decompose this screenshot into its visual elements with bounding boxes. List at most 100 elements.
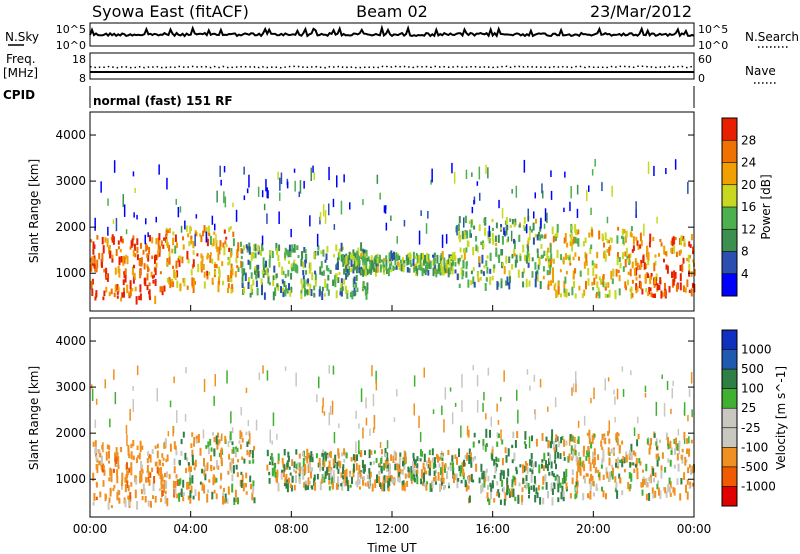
echo-cell	[509, 276, 511, 283]
echo-cell	[248, 246, 251, 255]
echo-cell	[329, 469, 332, 478]
velocity-colorbar-segment	[722, 349, 737, 370]
echo-cell	[156, 443, 159, 449]
echo-cell	[523, 226, 526, 231]
echo-cell	[154, 255, 156, 264]
echo-cell	[426, 252, 429, 262]
echo-cell	[271, 467, 274, 477]
echo-cell	[491, 480, 494, 489]
echo-cell	[371, 261, 374, 270]
echo-cell	[563, 280, 566, 289]
echo-cell	[440, 454, 443, 458]
echo-cell	[245, 431, 248, 436]
echo-cell	[324, 278, 327, 288]
echo-cell	[121, 292, 124, 298]
echo-cell	[211, 258, 214, 264]
echo-cell	[107, 502, 110, 510]
echo-cell	[593, 492, 595, 497]
echo-cell	[486, 492, 489, 499]
echo-cell	[290, 272, 293, 280]
echo-cell	[303, 247, 306, 253]
echo-cell	[235, 446, 238, 451]
echo-cell	[575, 229, 577, 235]
echo-cell	[541, 459, 544, 463]
echo-cell	[431, 457, 434, 463]
echo-cell	[245, 483, 247, 488]
echo-cell	[654, 293, 656, 298]
echo-cell	[351, 252, 354, 260]
echo-cell	[530, 474, 533, 483]
echo-cell	[512, 475, 515, 482]
echo-cell-sparse	[419, 432, 422, 442]
echo-cell	[527, 240, 530, 245]
echo-cell	[332, 458, 335, 466]
echo-cell	[592, 267, 595, 277]
echo-cell	[215, 493, 218, 500]
echo-cell	[179, 283, 182, 292]
echo-cell-sparse	[293, 168, 296, 173]
echo-cell	[310, 289, 313, 297]
echo-cell-sparse	[666, 380, 669, 390]
echo-cell	[621, 228, 624, 236]
echo-cell-sparse	[444, 387, 447, 400]
echo-cell	[555, 434, 558, 442]
echo-cell	[644, 273, 647, 278]
echo-cell-sparse	[393, 417, 396, 422]
echo-cell	[213, 231, 216, 235]
echo-cell	[616, 432, 619, 441]
echo-cell	[95, 496, 98, 501]
echo-cell	[275, 242, 278, 251]
echo-cell	[648, 492, 651, 501]
echo-cell	[358, 267, 361, 274]
echo-cell	[290, 485, 293, 492]
echo-cell	[179, 492, 182, 496]
echo-cell	[556, 476, 559, 485]
echo-cell	[194, 489, 197, 496]
echo-cell-sparse	[488, 225, 491, 237]
echo-cell	[244, 272, 247, 281]
echo-cell	[135, 296, 138, 305]
echo-cell	[529, 459, 532, 466]
echo-cell	[536, 234, 539, 241]
echo-cell	[191, 475, 194, 484]
echo-cell	[546, 464, 549, 472]
echo-cell	[601, 486, 603, 492]
echo-cell	[412, 476, 415, 480]
echo-cell	[498, 254, 501, 264]
echo-cell	[538, 231, 540, 238]
echo-cell	[622, 236, 625, 244]
echo-cell	[215, 460, 218, 469]
echo-cell	[676, 453, 679, 461]
echo-cell	[277, 460, 280, 465]
echo-cell	[105, 451, 108, 461]
echo-cell	[428, 457, 430, 464]
echo-cell	[640, 482, 643, 488]
echo-cell	[468, 495, 471, 503]
echo-cell	[276, 248, 279, 255]
echo-cell	[414, 459, 417, 463]
echo-cell	[113, 292, 116, 298]
velocity-colorbar-tick-label: 1000	[741, 343, 772, 357]
echo-cell	[590, 441, 593, 449]
echo-cell	[157, 249, 160, 258]
echo-cell	[569, 493, 572, 499]
x-tick-label: 20:00	[576, 522, 611, 536]
echo-cell	[352, 463, 355, 473]
echo-cell	[514, 478, 517, 486]
echo-cell	[564, 476, 567, 482]
echo-cell	[371, 260, 374, 265]
echo-cell	[252, 484, 255, 494]
echo-cell	[386, 464, 389, 472]
echo-cell	[684, 456, 687, 466]
echo-cell	[649, 444, 652, 450]
echo-cell-sparse	[247, 420, 250, 426]
echo-cell	[327, 454, 330, 459]
echo-cell	[459, 472, 462, 477]
echo-cell	[515, 254, 518, 263]
echo-cell	[472, 441, 475, 448]
echo-cell	[147, 500, 150, 507]
echo-cell	[132, 440, 135, 447]
echo-cell	[374, 479, 377, 488]
echo-cell	[440, 253, 443, 261]
